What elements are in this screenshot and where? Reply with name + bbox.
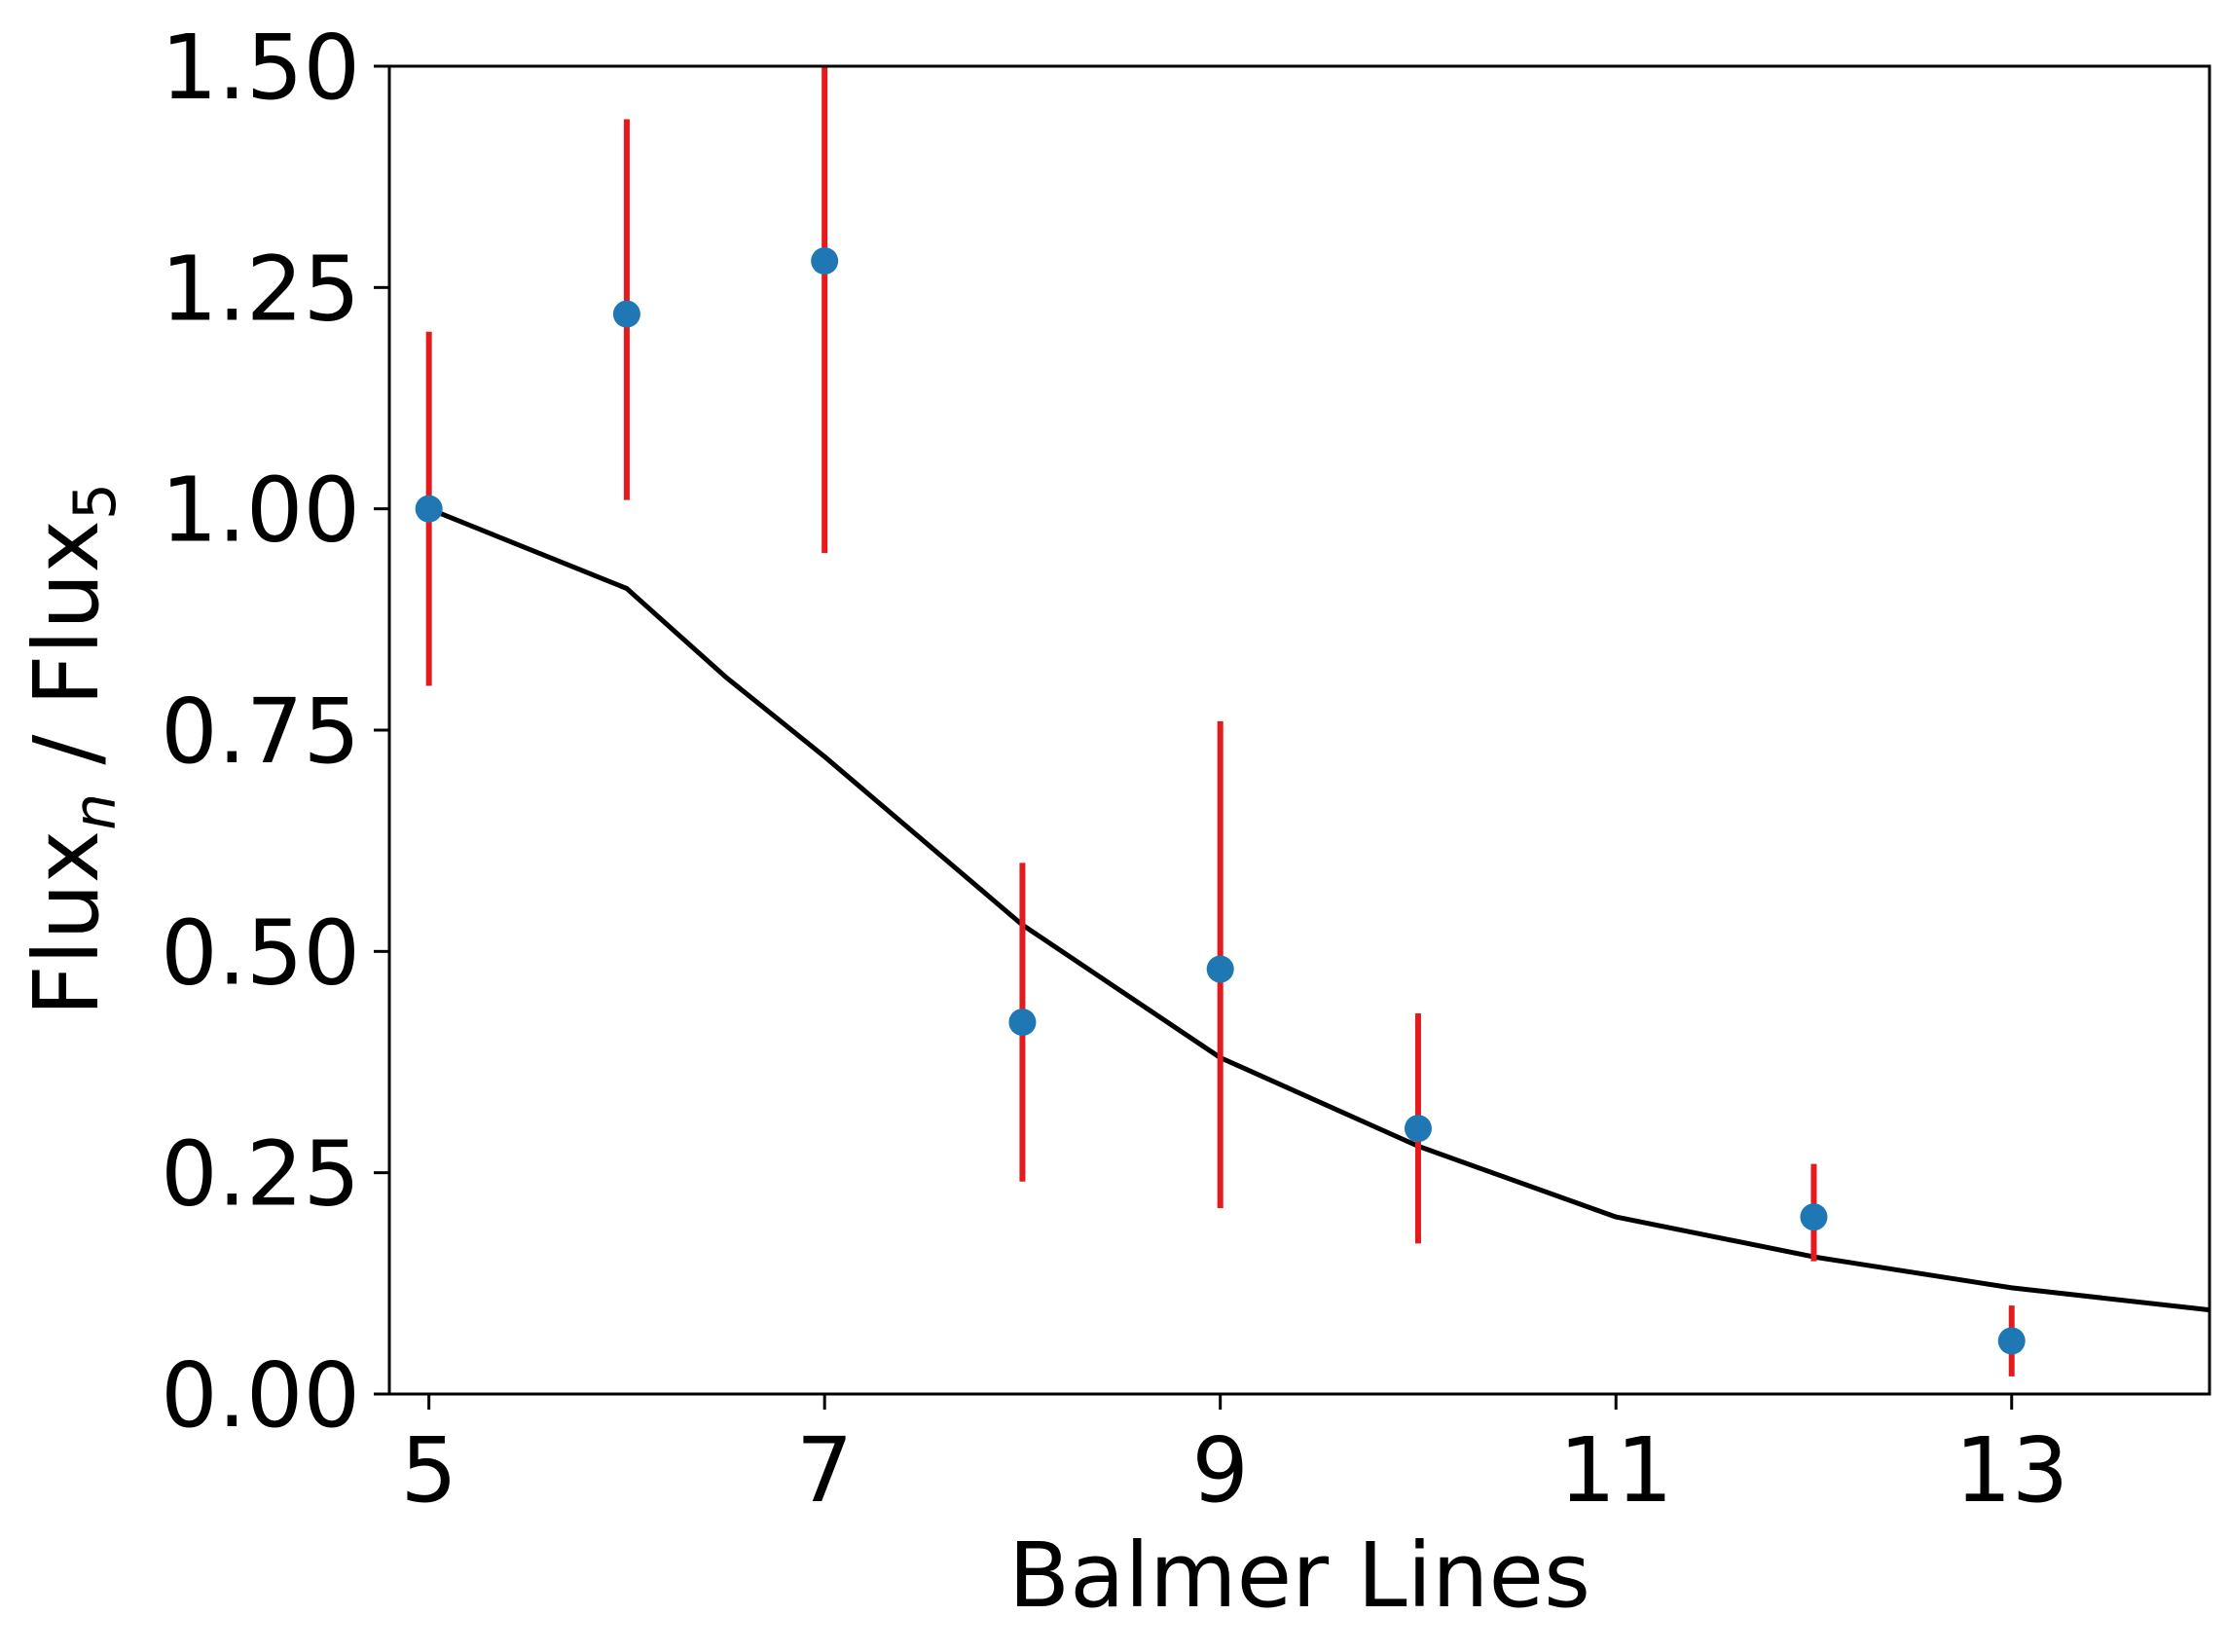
x-axis: 5 7 9 11 13	[400, 1394, 2068, 1523]
y-axis-title-sep: /	[15, 706, 119, 792]
data-point	[1997, 1327, 2026, 1355]
x-tick-label: 5	[400, 1418, 457, 1523]
x-tick-label: 13	[1954, 1418, 2068, 1523]
y-axis-title-flux-2: Flux	[15, 520, 119, 706]
y-tick-label: 1.50	[161, 16, 360, 120]
x-tick-label: 11	[1559, 1418, 1673, 1523]
y-axis-title: Fluxn / Flux5	[15, 483, 129, 1016]
y-axis-title-sub-n: n	[61, 793, 129, 830]
x-tick-label: 9	[1191, 1418, 1249, 1523]
y-axis-title-sub-5: 5	[61, 483, 129, 520]
y-tick-label: 1.00	[161, 459, 360, 563]
data-point	[415, 495, 443, 523]
data-point	[1404, 1115, 1432, 1143]
y-tick-label: 0.75	[161, 679, 360, 784]
x-tick-label: 7	[796, 1418, 854, 1523]
data-point	[811, 247, 839, 275]
y-tick-label: 0.00	[161, 1343, 360, 1448]
x-axis-title: Balmer Lines	[1008, 1524, 1590, 1628]
data-point	[612, 300, 640, 328]
y-axis: 0.00 0.25 0.50 0.75 1.00 1.25 1.50	[161, 16, 389, 1448]
y-tick-label: 1.25	[161, 237, 360, 341]
y-axis-title-flux: Flux	[15, 830, 119, 1016]
data-point	[1206, 955, 1234, 983]
y-tick-label: 0.50	[161, 900, 360, 1005]
data-point	[1800, 1203, 1828, 1231]
data-point	[1008, 1009, 1037, 1037]
y-tick-label: 0.25	[161, 1122, 360, 1227]
plot-area	[415, 66, 2210, 1377]
